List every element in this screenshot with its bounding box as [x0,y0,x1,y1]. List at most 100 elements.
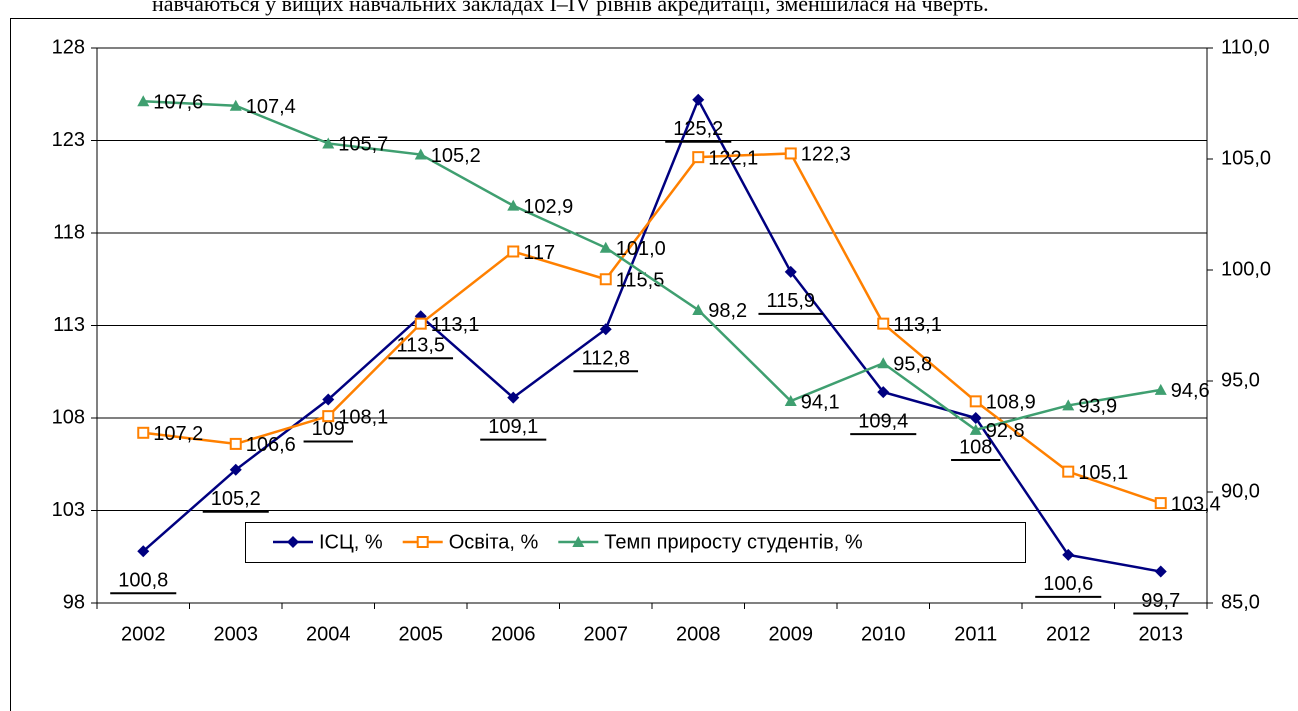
data-label: 109 [312,418,345,440]
marker [1062,548,1075,561]
marker [507,199,520,211]
marker [414,148,427,160]
y2-tick-label: 85,0 [1221,591,1260,613]
marker [784,265,797,278]
y2-tick-label: 100,0 [1221,258,1271,280]
data-label: 101,0 [616,238,666,260]
data-label: 109,1 [488,416,538,438]
data-label: 102,9 [523,196,573,218]
x-tick-label: 2004 [306,623,351,645]
data-label: 100,8 [118,569,168,591]
marker [229,437,242,450]
marker [969,412,982,424]
series-line [142,96,1161,573]
data-label: 103,4 [1171,493,1221,515]
x-tick-label: 2006 [491,623,536,645]
data-label: 105,1 [1078,462,1128,484]
marker [322,393,335,406]
data-label: 125,2 [673,118,723,140]
y2-tick-label: 90,0 [1221,480,1260,502]
x-tick-label: 2002 [121,623,166,645]
series-line [143,152,1162,505]
data-label: 105,2 [211,488,261,510]
x-tick-label: 2011 [954,623,997,645]
marker [877,317,890,330]
x-tick-label: 2013 [1139,623,1184,645]
data-label: 115,5 [616,270,665,292]
marker [507,391,520,404]
marker [784,394,797,406]
y-tick-label: 113 [53,314,85,336]
marker [507,245,520,258]
marker [287,536,299,548]
marker [1154,497,1167,510]
data-label: 107,6 [153,92,203,114]
y-tick-label: 98 [63,591,85,613]
data-label: 122,3 [801,144,851,166]
marker [229,463,242,476]
y2-tick-label: 110,0 [1221,36,1270,58]
x-tick-label: 2007 [584,623,629,645]
marker [599,273,612,286]
y-tick-label: 128 [52,36,85,58]
marker [692,93,705,106]
marker [416,536,429,548]
marker [322,410,335,423]
marker [137,545,150,558]
data-label: 109,4 [858,410,908,432]
document-text: навчаються у вищих навчальних закладах I… [152,0,989,16]
y2-tick-label: 105,0 [1221,147,1271,169]
data-label: 122,1 [708,147,758,169]
marker [1062,399,1075,411]
x-tick-label: 2005 [399,623,444,645]
y-tick-label: 123 [52,129,85,151]
x-tick-label: 2009 [769,623,814,645]
marker [1154,383,1167,395]
y-tick-label: 103 [52,499,85,521]
data-label: 105,7 [338,134,388,156]
data-label: 113,5 [396,335,445,357]
y-tick-label: 108 [52,406,85,428]
data-label: 115,9 [766,290,815,312]
series-line [143,100,1161,432]
marker [599,323,612,336]
data-label: 112,8 [581,347,630,369]
marker [784,147,797,160]
legend-label: ІСЦ, % [319,531,383,553]
data-label: 93,9 [1078,396,1117,418]
marker [414,317,427,330]
marker [229,99,242,111]
data-label: 113,1 [431,314,480,336]
data-label: 92,8 [986,420,1025,442]
marker [137,95,150,107]
legend-label: Темп приросту студентів, % [604,531,863,553]
marker [877,386,890,399]
data-label: 113,1 [893,314,942,336]
marker [599,241,612,253]
data-label: 106,6 [246,434,296,456]
data-label: 100,6 [1043,573,1093,595]
data-label: 95,8 [893,354,932,376]
marker [137,426,150,439]
data-label: 98,2 [708,300,747,322]
data-label: 94,6 [1171,380,1210,402]
x-tick-label: 2008 [676,623,721,645]
x-tick-label: 2003 [214,623,259,645]
data-label: 107,4 [246,96,296,118]
data-label: 94,1 [801,391,840,413]
marker [969,395,982,408]
data-label: 107,2 [153,423,203,445]
data-label: 105,2 [431,145,481,167]
legend: ІСЦ, % Освіта, % Темп приросту студентів, … [245,522,1026,563]
data-label: 99,7 [1141,590,1180,612]
marker [322,137,335,149]
chart-border [10,18,1298,711]
marker [1062,465,1075,478]
x-tick-label: 2012 [1046,623,1091,645]
data-label: 108,1 [338,406,388,428]
marker [877,357,890,369]
marker [1154,565,1167,578]
data-label: 117 [523,242,555,264]
